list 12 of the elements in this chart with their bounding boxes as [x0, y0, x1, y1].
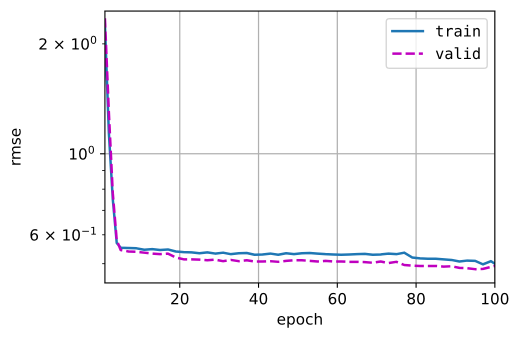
x-tick-label: 20 [171, 292, 188, 304]
x-tick-label: 80 [407, 292, 425, 304]
legend-label: train [436, 24, 480, 37]
x-tick-label: 60 [328, 292, 346, 304]
y-axis-title: rmse [12, 128, 21, 165]
x-tick-label: 40 [250, 292, 268, 304]
legend-label: valid [436, 47, 480, 60]
y-tick-label: 10$^{0}$ [70, 146, 94, 160]
x-axis-title: epoch [277, 312, 322, 328]
x-tick-label: 100 [482, 292, 508, 304]
y-tick-label: 2 × 10$^{0}$ [39, 36, 96, 50]
y-tick-label: 6 × 10$^{−1}$ [30, 226, 96, 241]
